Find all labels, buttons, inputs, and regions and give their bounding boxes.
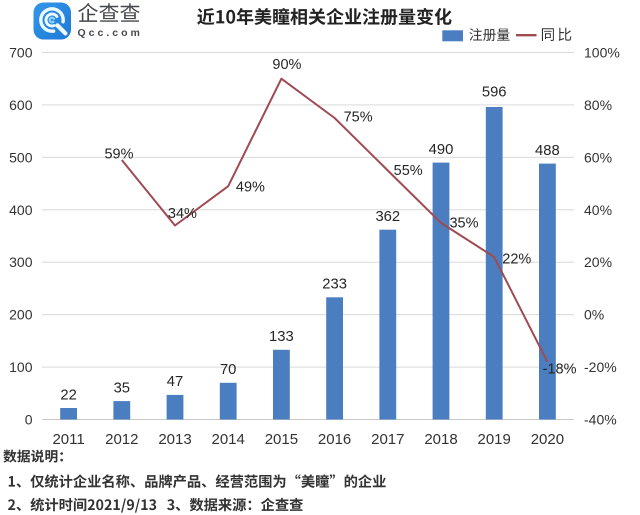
svg-text:2013: 2013: [158, 431, 191, 448]
svg-text:700: 700: [9, 45, 33, 61]
svg-text:90%: 90%: [272, 57, 301, 73]
svg-text:2018: 2018: [424, 431, 457, 448]
svg-text:70: 70: [220, 362, 236, 378]
svg-text:233: 233: [322, 277, 347, 293]
svg-text:60%: 60%: [584, 149, 612, 165]
svg-text:-40%: -40%: [584, 412, 617, 428]
svg-text:2011: 2011: [52, 431, 84, 448]
svg-text:0%: 0%: [584, 307, 604, 323]
svg-text:2020: 2020: [531, 431, 564, 448]
svg-text:-18%: -18%: [543, 362, 577, 378]
svg-text:200: 200: [9, 307, 33, 323]
svg-text:22: 22: [60, 387, 76, 403]
svg-text:596: 596: [482, 85, 507, 101]
svg-text:488: 488: [535, 143, 560, 159]
svg-text:20%: 20%: [584, 254, 612, 270]
svg-text:2014: 2014: [212, 431, 245, 448]
svg-text:40%: 40%: [584, 202, 612, 218]
svg-text:0: 0: [25, 412, 33, 428]
svg-text:490: 490: [429, 142, 454, 158]
svg-text:133: 133: [269, 329, 294, 345]
svg-text:2012: 2012: [105, 431, 138, 448]
svg-text:Qcc.com: Qcc.com: [78, 27, 143, 39]
svg-text:362: 362: [375, 209, 400, 225]
svg-text:600: 600: [9, 97, 33, 113]
svg-text:400: 400: [9, 202, 33, 218]
svg-text:34%: 34%: [168, 206, 197, 222]
svg-text:-20%: -20%: [584, 359, 617, 375]
svg-text:500: 500: [9, 149, 33, 165]
svg-text:35%: 35%: [449, 216, 478, 232]
svg-text:80%: 80%: [584, 97, 612, 113]
svg-text:22%: 22%: [502, 252, 531, 268]
svg-text:75%: 75%: [344, 110, 373, 126]
svg-text:47: 47: [167, 374, 183, 390]
svg-text:2017: 2017: [371, 431, 404, 448]
svg-text:100: 100: [9, 359, 33, 375]
svg-text:59%: 59%: [104, 147, 133, 163]
svg-text:2016: 2016: [318, 431, 351, 448]
svg-text:55%: 55%: [394, 163, 423, 179]
svg-text:2015: 2015: [265, 431, 298, 448]
svg-text:35: 35: [114, 380, 130, 396]
svg-text:300: 300: [9, 254, 33, 270]
svg-text:100%: 100%: [584, 45, 620, 61]
svg-text:49%: 49%: [236, 179, 265, 195]
svg-text:2019: 2019: [478, 431, 511, 448]
